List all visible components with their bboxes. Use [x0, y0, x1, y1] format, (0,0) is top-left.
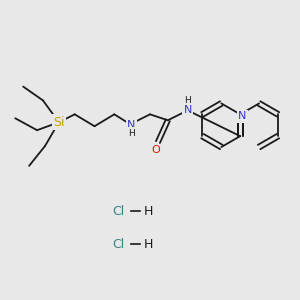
Text: Cl: Cl	[112, 238, 124, 250]
Text: N: N	[184, 105, 192, 116]
Text: N: N	[127, 120, 135, 130]
Text: H: H	[128, 129, 135, 138]
Text: H: H	[143, 238, 153, 250]
Text: H: H	[184, 96, 191, 105]
Text: N: N	[238, 111, 246, 121]
Text: Cl: Cl	[112, 205, 124, 218]
Text: H: H	[143, 205, 153, 218]
Text: Si: Si	[53, 116, 64, 129]
Text: O: O	[152, 145, 160, 155]
